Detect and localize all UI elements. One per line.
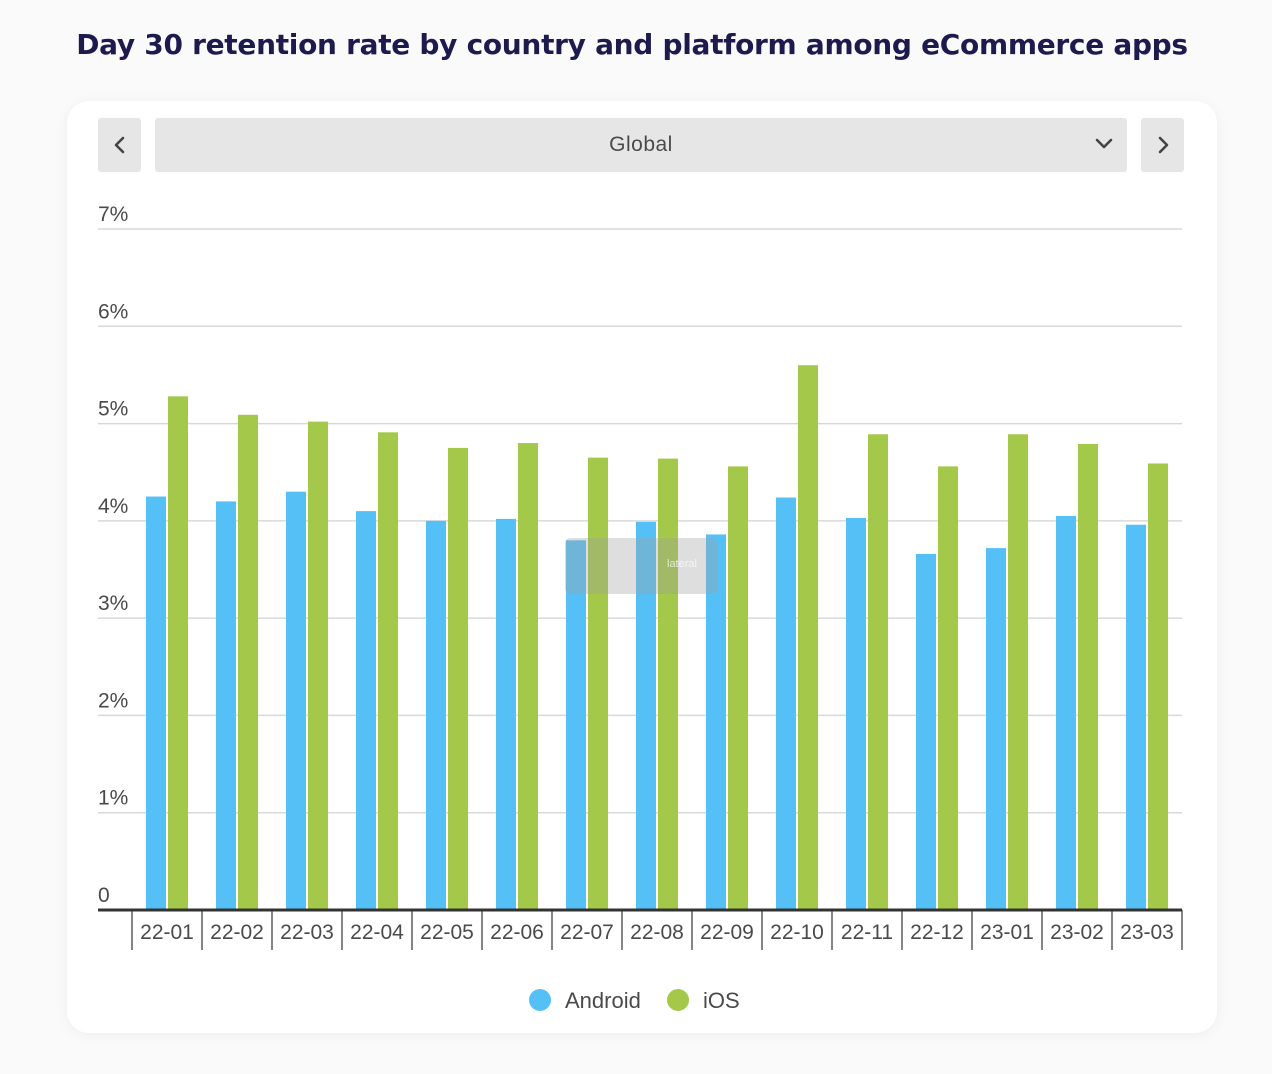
bar-ios-22-09[interactable]	[728, 466, 748, 910]
x-tick-label: 22-01	[140, 921, 194, 944]
x-axis: 22-01 22-02 22-03 22-04 22-05 22-06 22-07 22-08…	[98, 908, 1183, 950]
bar-android-22-05[interactable]	[426, 520, 446, 910]
bar-android-22-12[interactable]	[916, 553, 936, 910]
bar-ios-22-03[interactable]	[308, 421, 328, 910]
legend-label: iOS	[703, 988, 740, 1013]
bar-ios-22-11[interactable]	[868, 434, 888, 910]
x-tick-label: 22-05	[420, 921, 474, 944]
bar-android-23-01[interactable]	[986, 548, 1006, 910]
watermark-text: lateral	[667, 558, 697, 570]
legend-swatch	[667, 989, 689, 1011]
bars	[146, 365, 1168, 910]
chevron-right-icon	[1158, 136, 1168, 154]
bar-ios-22-01[interactable]	[168, 396, 188, 910]
bar-android-22-10[interactable]	[776, 497, 796, 910]
x-tick-label: 22-02	[210, 921, 264, 944]
bar-android-22-02[interactable]	[216, 501, 236, 910]
y-tick-label: 5%	[98, 398, 128, 421]
bar-android-22-08[interactable]	[636, 521, 656, 910]
bar-ios-22-05[interactable]	[448, 447, 468, 910]
chart-title: Day 30 retention rate by country and pla…	[76, 28, 1188, 61]
bar-android-23-03[interactable]	[1126, 524, 1146, 910]
next-button[interactable]	[1141, 118, 1184, 172]
x-tick-label: 22-09	[700, 921, 754, 944]
y-tick-label: 7%	[98, 203, 128, 226]
legend-label: Android	[565, 988, 641, 1013]
y-tick-label: 3%	[98, 592, 128, 615]
bar-ios-22-08[interactable]	[658, 458, 678, 910]
bar-ios-23-02[interactable]	[1078, 444, 1098, 910]
region-select[interactable]: Global	[155, 118, 1127, 172]
y-tick-label: 2%	[98, 689, 128, 712]
bar-android-22-07[interactable]	[566, 540, 586, 910]
y-tick-label: 6%	[98, 300, 128, 323]
legend[interactable]: Android iOS	[529, 988, 740, 1013]
y-tick-label: 4%	[98, 495, 128, 518]
y-axis-ticks: 0 1% 2% 3% 4% 5% 6% 7%	[98, 203, 128, 907]
bar-ios-22-12[interactable]	[938, 466, 958, 910]
bar-android-22-09[interactable]	[706, 534, 726, 910]
y-tick-label: 1%	[98, 787, 128, 810]
x-tick-label: 22-12	[910, 921, 964, 944]
bar-ios-22-02[interactable]	[238, 414, 258, 910]
bar-ios-23-03[interactable]	[1148, 463, 1168, 910]
bar-android-23-02[interactable]	[1056, 515, 1076, 910]
legend-item-android[interactable]: Android	[529, 988, 641, 1013]
bar-ios-23-01[interactable]	[1008, 434, 1028, 910]
previous-button[interactable]	[98, 118, 141, 172]
region-select-value: Global	[609, 133, 673, 156]
watermark-logo: lateral	[565, 538, 717, 594]
bar-ios-22-04[interactable]	[378, 432, 398, 910]
x-tick-label: 22-07	[560, 921, 614, 944]
x-tick-label: 22-04	[350, 921, 404, 944]
chevron-down-icon	[1095, 138, 1113, 149]
legend-item-ios[interactable]: iOS	[667, 988, 740, 1013]
x-tick-label: 23-03	[1120, 921, 1174, 944]
bar-ios-22-06[interactable]	[518, 443, 538, 910]
x-tick-label: 22-03	[280, 921, 334, 944]
y-tick-label: 0	[98, 884, 110, 907]
x-tick-label: 23-01	[980, 921, 1034, 944]
x-tick-label: 22-08	[630, 921, 684, 944]
x-tick-label: 22-11	[841, 921, 893, 944]
bar-android-22-11[interactable]	[846, 517, 866, 910]
bar-android-22-03[interactable]	[286, 491, 306, 910]
chevron-left-icon	[114, 136, 124, 154]
bar-android-22-06[interactable]	[496, 518, 516, 910]
x-tick-label: 22-10	[770, 921, 824, 944]
bar-ios-22-07[interactable]	[588, 457, 608, 910]
x-tick-label: 23-02	[1050, 921, 1104, 944]
bar-ios-22-10[interactable]	[798, 365, 818, 910]
x-tick-label: 22-06	[490, 921, 544, 944]
bar-android-22-04[interactable]	[356, 511, 376, 910]
legend-swatch	[529, 989, 551, 1011]
bar-android-22-01[interactable]	[146, 496, 166, 910]
